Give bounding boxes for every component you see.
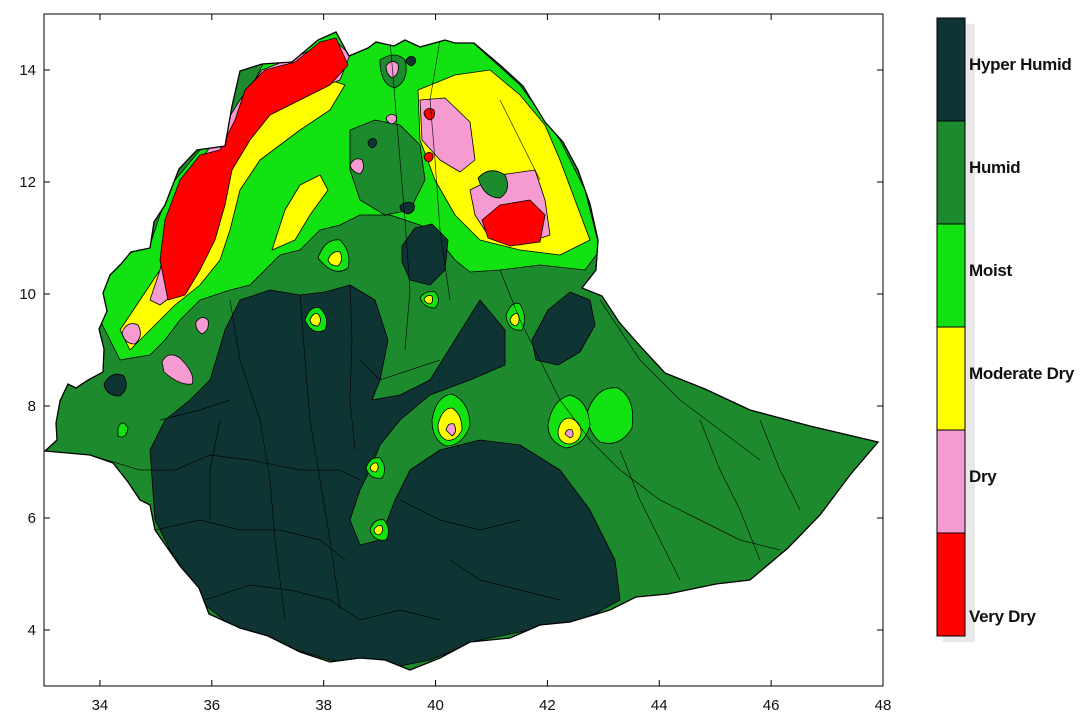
x-tick-label: 44 (651, 697, 668, 714)
very-dry-patch-east (481, 199, 546, 247)
x-tick-label: 40 (427, 697, 444, 714)
moist-pocket-southwest (117, 422, 129, 438)
very-dry-spot-north (423, 108, 435, 121)
moist-pocket-east (587, 387, 634, 444)
admin-boundaries (89, 39, 801, 621)
legend-label: Very Dry (969, 607, 1036, 626)
admin-boundary (204, 584, 441, 621)
x-tick-label: 48 (875, 697, 892, 714)
admin-boundary (429, 39, 451, 301)
legend-label: Hyper Humid (969, 55, 1072, 74)
admin-boundary (229, 299, 286, 621)
legend: Hyper Humid Humid Moist Moderate Dry Dry Very… (936, 17, 1075, 642)
admin-boundary (209, 419, 221, 520)
admin-boundary (599, 299, 761, 461)
hyper-humid-patch-central (401, 223, 449, 286)
dry-spot-north-3 (385, 114, 397, 125)
admin-boundary (449, 559, 561, 601)
moderate-dry-spot-central (327, 251, 342, 267)
admin-boundary (154, 519, 346, 561)
y-tick-label: 4 (28, 622, 36, 639)
y-axis: 4 6 8 10 12 14 (19, 62, 883, 639)
x-axis: 34 36 38 40 42 44 46 48 (92, 14, 892, 714)
y-tick-label: 8 (28, 398, 36, 415)
legend-label: Moderate Dry (969, 364, 1075, 383)
dry-spot-northwest-3 (195, 317, 209, 335)
x-tick-label: 42 (539, 697, 556, 714)
moderate-dry-spot-far-south (373, 525, 383, 536)
admin-boundary (699, 419, 761, 561)
plot-frame (43, 13, 884, 687)
moderate-dry-spot-south (369, 462, 379, 473)
y-tick-label: 6 (28, 510, 36, 527)
y-tick-label: 10 (19, 286, 36, 303)
admin-boundary (389, 39, 411, 351)
hyper-humid-dot-north-3 (405, 56, 416, 67)
admin-boundary (499, 99, 541, 181)
humid-pocket-northeast (477, 170, 508, 199)
x-tick-label: 34 (92, 697, 109, 714)
hyper-humid-dot-north (367, 138, 377, 149)
legend-swatch (936, 532, 966, 637)
moderate-dry-spot-mid-east (509, 313, 520, 327)
admin-boundary (759, 419, 801, 511)
y-tick-label: 14 (19, 62, 36, 79)
y-tick-label: 12 (19, 174, 36, 191)
admin-boundary (619, 449, 681, 581)
admin-boundary (299, 294, 341, 611)
hyper-humid-patch-east (531, 291, 596, 366)
x-tick-label: 46 (763, 697, 780, 714)
legend-label: Dry (969, 467, 997, 486)
moderate-dry-spot-mid (423, 295, 434, 305)
admin-boundary (89, 454, 361, 481)
x-tick-label: 36 (203, 697, 220, 714)
very-dry-spot-north-2 (423, 152, 434, 163)
admin-boundary (359, 359, 441, 381)
dry-spot-north-1 (349, 158, 364, 175)
hyper-humid-pocket-west (103, 373, 127, 397)
legend-label: Moist (969, 261, 1013, 280)
dry-spot-east (564, 429, 574, 439)
admin-boundary (159, 399, 231, 421)
legend-swatch (936, 17, 966, 122)
very-dry-zone-northwest (159, 37, 349, 301)
legend-swatch (936, 223, 966, 328)
legend-label: Humid (969, 158, 1020, 177)
moderate-dry-patch-central (271, 174, 329, 251)
dry-spot-northwest-1 (121, 323, 141, 345)
dry-spot-south-central (445, 423, 456, 437)
hyper-humid-zone-south (149, 284, 621, 669)
moderate-dry-spot-west (309, 313, 321, 327)
x-tick-label: 38 (315, 697, 332, 714)
legend-swatch (936, 120, 966, 225)
admin-boundary (399, 499, 521, 531)
admin-boundary (349, 284, 356, 451)
legend-swatch (936, 429, 966, 534)
dry-spot-northwest-2 (161, 354, 194, 385)
admin-boundary (499, 269, 781, 551)
legend-swatch (936, 326, 966, 431)
